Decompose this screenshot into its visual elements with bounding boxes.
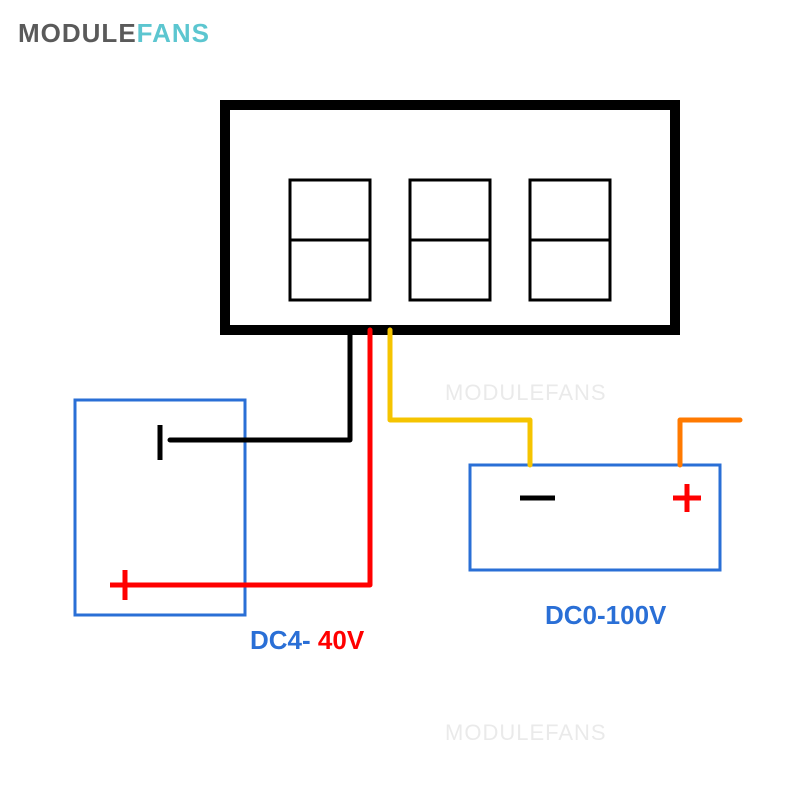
wire-yellow xyxy=(390,330,530,465)
wire-red xyxy=(130,330,370,585)
power-label-suffix: 40V xyxy=(311,625,365,655)
wiring-diagram xyxy=(0,0,800,800)
wire-black xyxy=(170,330,350,440)
measure-box xyxy=(470,465,720,570)
measure-range-label: DC0-100V xyxy=(545,600,666,631)
meter-body xyxy=(225,105,675,330)
power-label-prefix: DC4- xyxy=(250,625,311,655)
power-supply-label: DC4- 40V xyxy=(250,625,364,656)
wire-orange xyxy=(680,420,740,465)
